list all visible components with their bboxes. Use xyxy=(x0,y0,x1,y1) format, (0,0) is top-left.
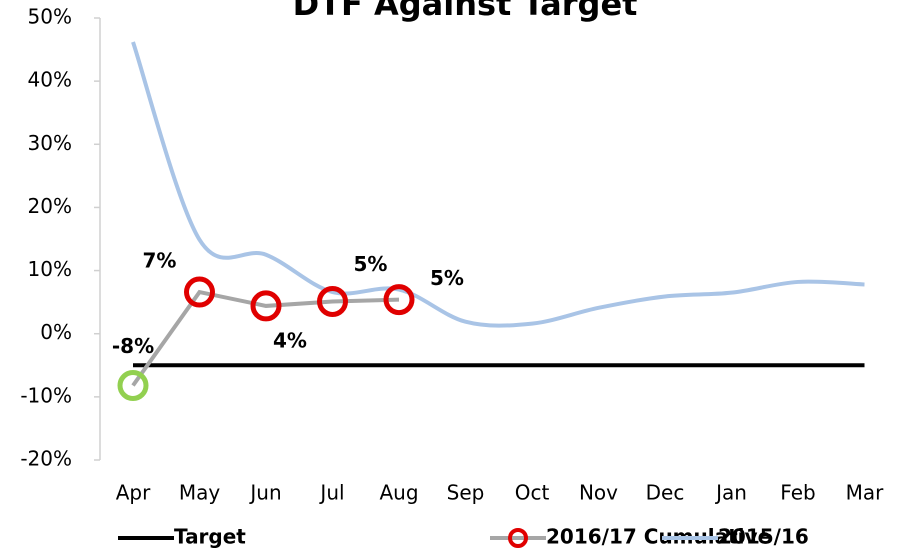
legend-label: Target xyxy=(174,525,246,549)
y-tick-label: -10% xyxy=(20,383,72,407)
x-tick-label: Aug xyxy=(379,481,418,505)
x-tick-label: Jul xyxy=(318,481,344,505)
marker xyxy=(184,276,215,308)
data-label: 7% xyxy=(143,249,177,273)
y-tick-label: 40% xyxy=(28,68,72,92)
x-tick-label: Apr xyxy=(116,481,151,505)
x-tick-label: Feb xyxy=(780,481,815,505)
data-label: 5% xyxy=(354,252,388,276)
legend-label: 2016/17 Cumulative xyxy=(546,525,771,549)
marker xyxy=(117,369,149,401)
marker xyxy=(317,286,348,318)
y-tick-label: 0% xyxy=(40,320,72,344)
y-tick-label: 30% xyxy=(28,131,72,155)
x-tick-label: Oct xyxy=(515,481,550,505)
legend-label: 2015/16 xyxy=(718,525,809,549)
x-tick-label: Jan xyxy=(714,481,747,505)
marker xyxy=(250,290,282,322)
series-line xyxy=(131,41,865,328)
x-tick-label: Mar xyxy=(846,481,885,505)
x-tick-label: Jun xyxy=(248,481,281,505)
series-line xyxy=(131,289,400,387)
data-label: -8% xyxy=(112,334,154,358)
x-tick-label: Sep xyxy=(447,481,485,505)
x-tick-label: May xyxy=(179,481,221,505)
legend-marker xyxy=(508,528,528,548)
x-tick-label: Dec xyxy=(646,481,685,505)
y-tick-label: 10% xyxy=(28,257,72,281)
chart-title: DTF Against Target xyxy=(293,0,638,23)
y-tick-label: 50% xyxy=(28,5,72,29)
data-label: 4% xyxy=(273,328,307,352)
y-tick-label: 20% xyxy=(28,194,72,218)
x-tick-label: Nov xyxy=(579,481,618,505)
y-tick-label: -20% xyxy=(20,447,72,471)
marker xyxy=(383,284,415,316)
data-label: 5% xyxy=(430,266,464,290)
